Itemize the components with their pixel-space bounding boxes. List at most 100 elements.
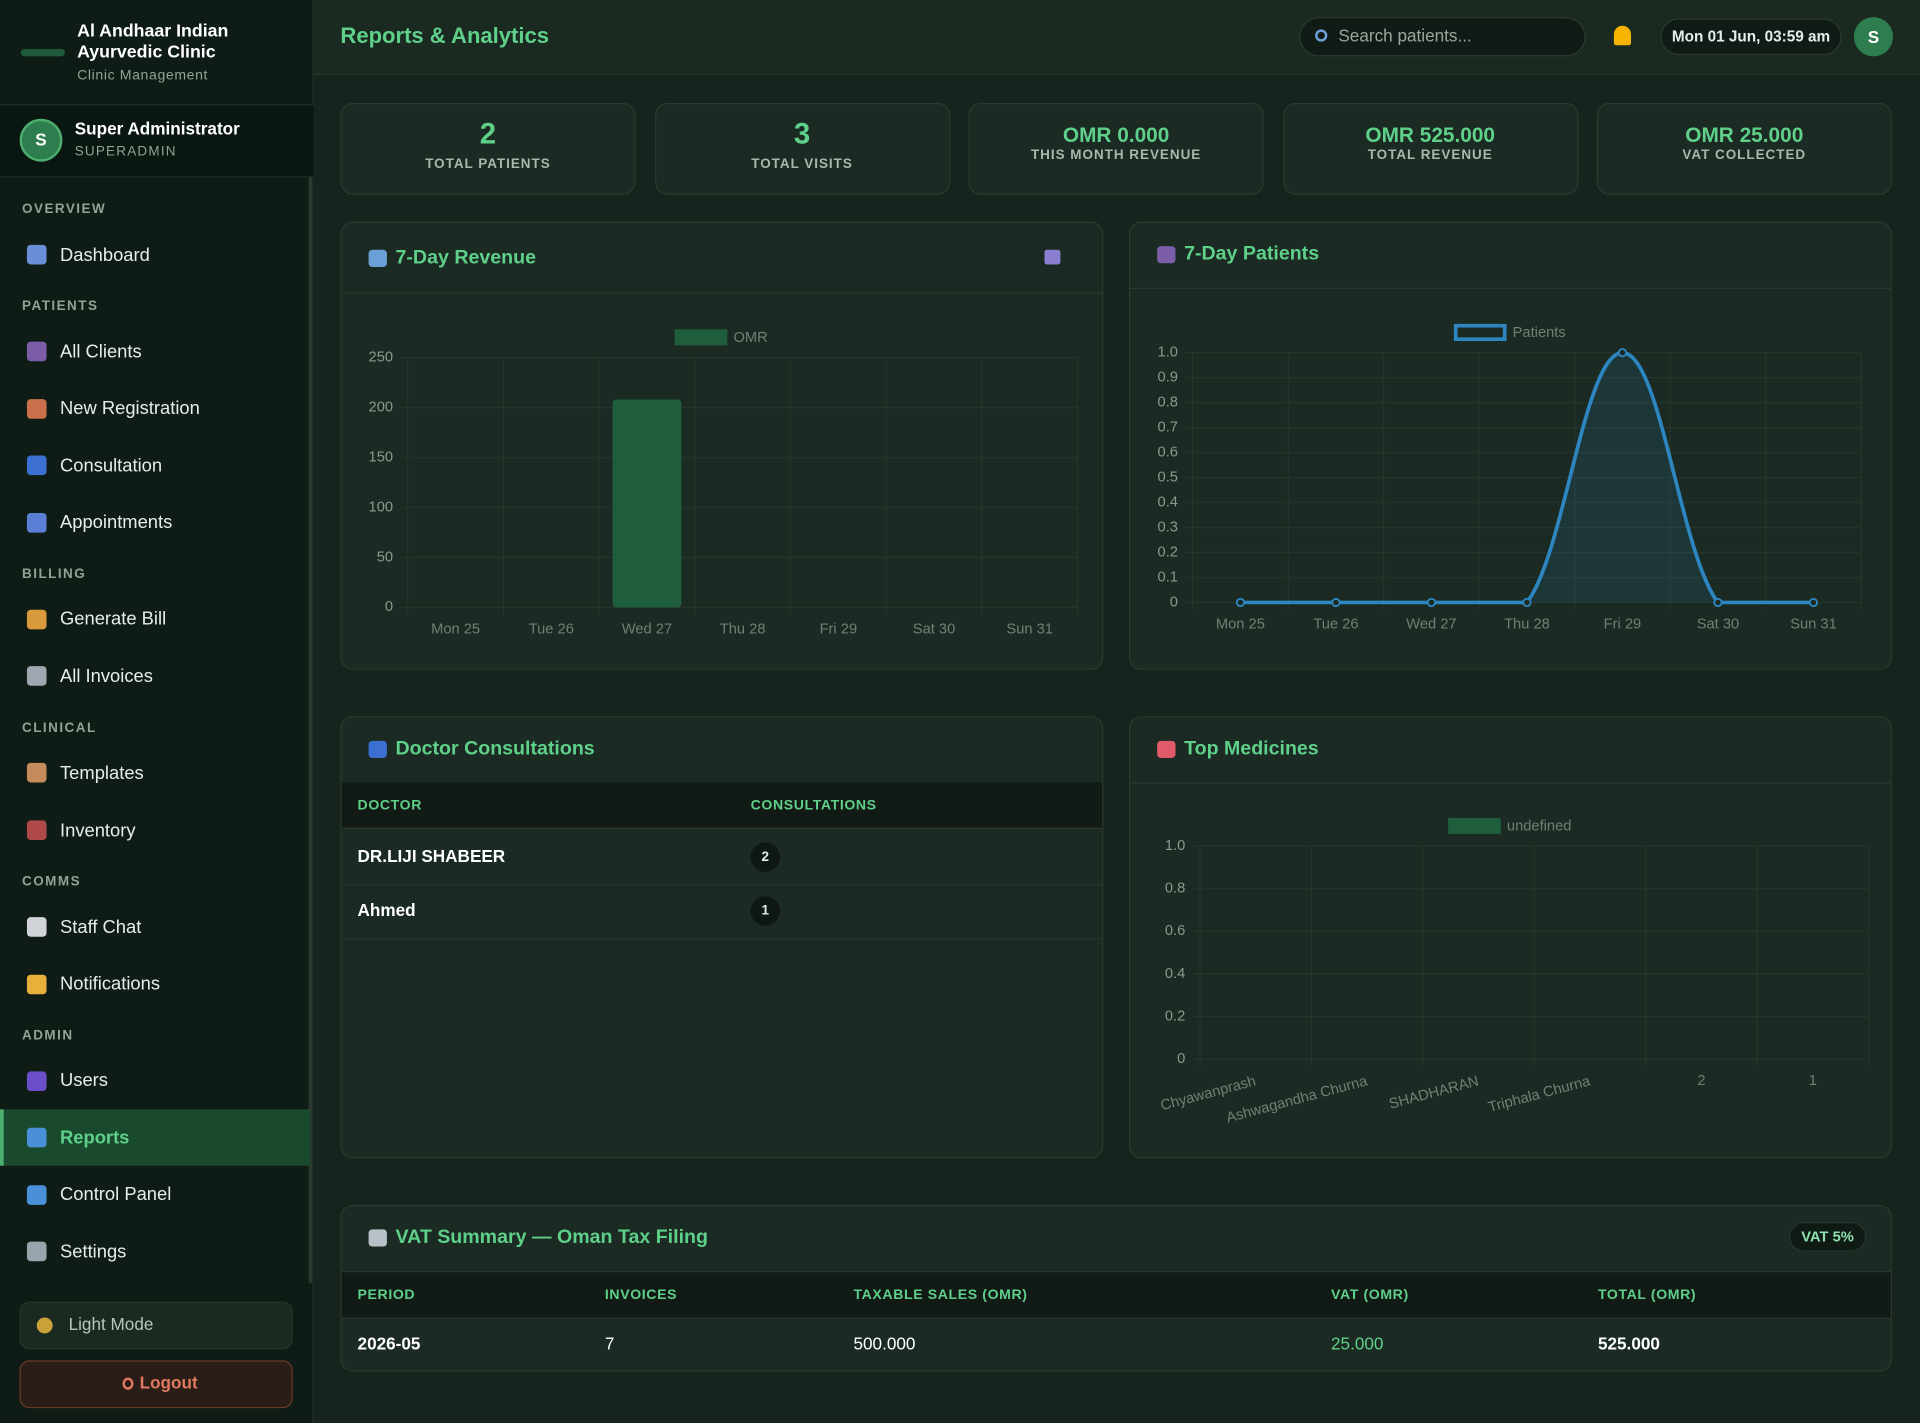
- stat-card: [1596, 102, 1892, 195]
- nav-section: COMMS: [22, 874, 82, 890]
- nav-icon: [26, 512, 47, 533]
- nav-item[interactable]: Staff Chat: [60, 916, 142, 938]
- card-title: 7-Day Patients: [1184, 243, 1320, 265]
- table-cell: 525.000: [1597, 1333, 1660, 1354]
- doctor-name: DR.LIJI SHABEER: [357, 846, 506, 866]
- nav-icon: [26, 244, 47, 265]
- nav-icon: [26, 455, 47, 476]
- nav-icon: [26, 1127, 47, 1148]
- nav-icon: [26, 820, 47, 840]
- nav-item[interactable]: New Registration: [60, 398, 200, 419]
- sidebar: [0, 0, 314, 1423]
- table-cell: 500.000: [853, 1333, 916, 1354]
- nav-item[interactable]: Reports: [60, 1127, 130, 1149]
- stat-value: OMR 25.000: [1685, 123, 1804, 147]
- stat-card: [654, 102, 950, 195]
- table-cell: 7: [604, 1333, 615, 1354]
- card-divider: [1128, 782, 1892, 784]
- card-divider: [1128, 287, 1892, 289]
- brand-logo: [20, 48, 65, 57]
- stat-value: OMR 525.000: [1365, 123, 1496, 147]
- table-header-cell: CONSULTATIONS: [750, 798, 877, 813]
- nav-item[interactable]: Dashboard: [60, 244, 150, 266]
- doctor-name: Ahmed: [357, 900, 416, 920]
- table-header: [341, 782, 1103, 829]
- table-header-cell: PERIOD: [357, 1288, 416, 1303]
- stat-label: TOTAL VISITS: [751, 156, 853, 172]
- nav-item[interactable]: Templates: [60, 762, 144, 784]
- header: [313, 0, 1920, 75]
- card-icon: [368, 740, 387, 758]
- nav-item[interactable]: Generate Bill: [60, 608, 167, 630]
- nav-active: [0, 1109, 310, 1166]
- nav-icon: [26, 398, 47, 419]
- nav-icon: [26, 666, 47, 687]
- stat-value: OMR 0.000: [1062, 123, 1170, 147]
- nav-item[interactable]: Notifications: [60, 973, 161, 995]
- card-title: Top Medicines: [1184, 738, 1319, 759]
- table-header-cell: INVOICES: [604, 1288, 678, 1303]
- search-icon: [1315, 29, 1328, 42]
- nav-icon: [26, 1070, 47, 1091]
- card-title: VAT Summary — Oman Tax Filing: [395, 1226, 708, 1248]
- table-cell: 2026-05: [357, 1333, 421, 1354]
- nav-section: BILLING: [22, 567, 87, 582]
- nav-icon: [26, 609, 47, 630]
- nav-item[interactable]: Users: [60, 1070, 108, 1092]
- header-avatar[interactable]: S: [1853, 17, 1894, 57]
- row-divider: [341, 937, 1103, 940]
- card-icon: [368, 249, 387, 267]
- nav-icon: [26, 763, 47, 783]
- table-header: [341, 1272, 1891, 1319]
- search-box[interactable]: [1299, 17, 1586, 57]
- date-pill: [1660, 18, 1842, 56]
- print-icon[interactable]: [1044, 249, 1061, 265]
- brand-sub: Clinic Management: [77, 68, 209, 84]
- light-mode-label: Light Mode: [68, 1314, 154, 1334]
- light-mode-btn[interactable]: [19, 1301, 293, 1350]
- card-icon: [1157, 246, 1176, 264]
- row-divider: [341, 884, 1103, 886]
- vat-badge: VAT 5%: [1788, 1222, 1867, 1252]
- nav-item[interactable]: All Invoices: [60, 665, 153, 687]
- brand-name: Al Andhaar Indian Ayurvedic Clinic: [77, 22, 229, 63]
- table-cell: 25.000: [1331, 1333, 1384, 1354]
- card-title: Doctor Consultations: [395, 738, 595, 759]
- nav-item[interactable]: Consultation: [60, 455, 163, 476]
- nav-item[interactable]: All Clients: [60, 341, 142, 362]
- search-placeholder: Search patients...: [1338, 25, 1472, 46]
- nav-section: PATIENTS: [22, 299, 99, 314]
- stat-card: [968, 102, 1264, 195]
- user-avatar: S: [19, 118, 63, 162]
- stat-label: TOTAL REVENUE: [1367, 148, 1493, 163]
- stat-value: 3: [793, 117, 811, 151]
- stat-value: 2: [479, 117, 497, 151]
- card: [340, 221, 1104, 670]
- user-role: SUPERADMIN: [74, 144, 177, 160]
- bell-icon[interactable]: [1613, 25, 1632, 46]
- nav-item[interactable]: Settings: [60, 1241, 127, 1263]
- nav-item[interactable]: Control Panel: [60, 1184, 172, 1206]
- stat-label: TOTAL PATIENTS: [425, 156, 551, 172]
- card-divider: [340, 1271, 1892, 1273]
- nav-section: OVERVIEW: [22, 202, 107, 218]
- card-icon: [368, 1229, 387, 1247]
- nav-item[interactable]: Appointments: [60, 512, 173, 534]
- card-title: 7-Day Revenue: [395, 247, 536, 268]
- nav-icon: [26, 1185, 47, 1205]
- stat-label: THIS MONTH REVENUE: [1030, 148, 1202, 163]
- table-header-cell: TOTAL (OMR): [1597, 1288, 1697, 1303]
- nav-icon: [26, 974, 47, 994]
- count-badge: 2: [750, 842, 780, 872]
- logout-btn[interactable]: [19, 1360, 293, 1409]
- nav-section: ADMIN: [22, 1028, 74, 1044]
- logout-label: Logout: [139, 1372, 198, 1393]
- table-header-cell: VAT (OMR): [1331, 1288, 1409, 1303]
- date-text: Mon 01 Jun, 03:59 am: [1671, 28, 1831, 46]
- user-name: Super Administrator: [74, 119, 240, 139]
- nav-item[interactable]: Inventory: [60, 819, 136, 841]
- nav-icon: [26, 1242, 47, 1262]
- nav-icon: [26, 917, 47, 937]
- table-header-cell: DOCTOR: [357, 798, 422, 813]
